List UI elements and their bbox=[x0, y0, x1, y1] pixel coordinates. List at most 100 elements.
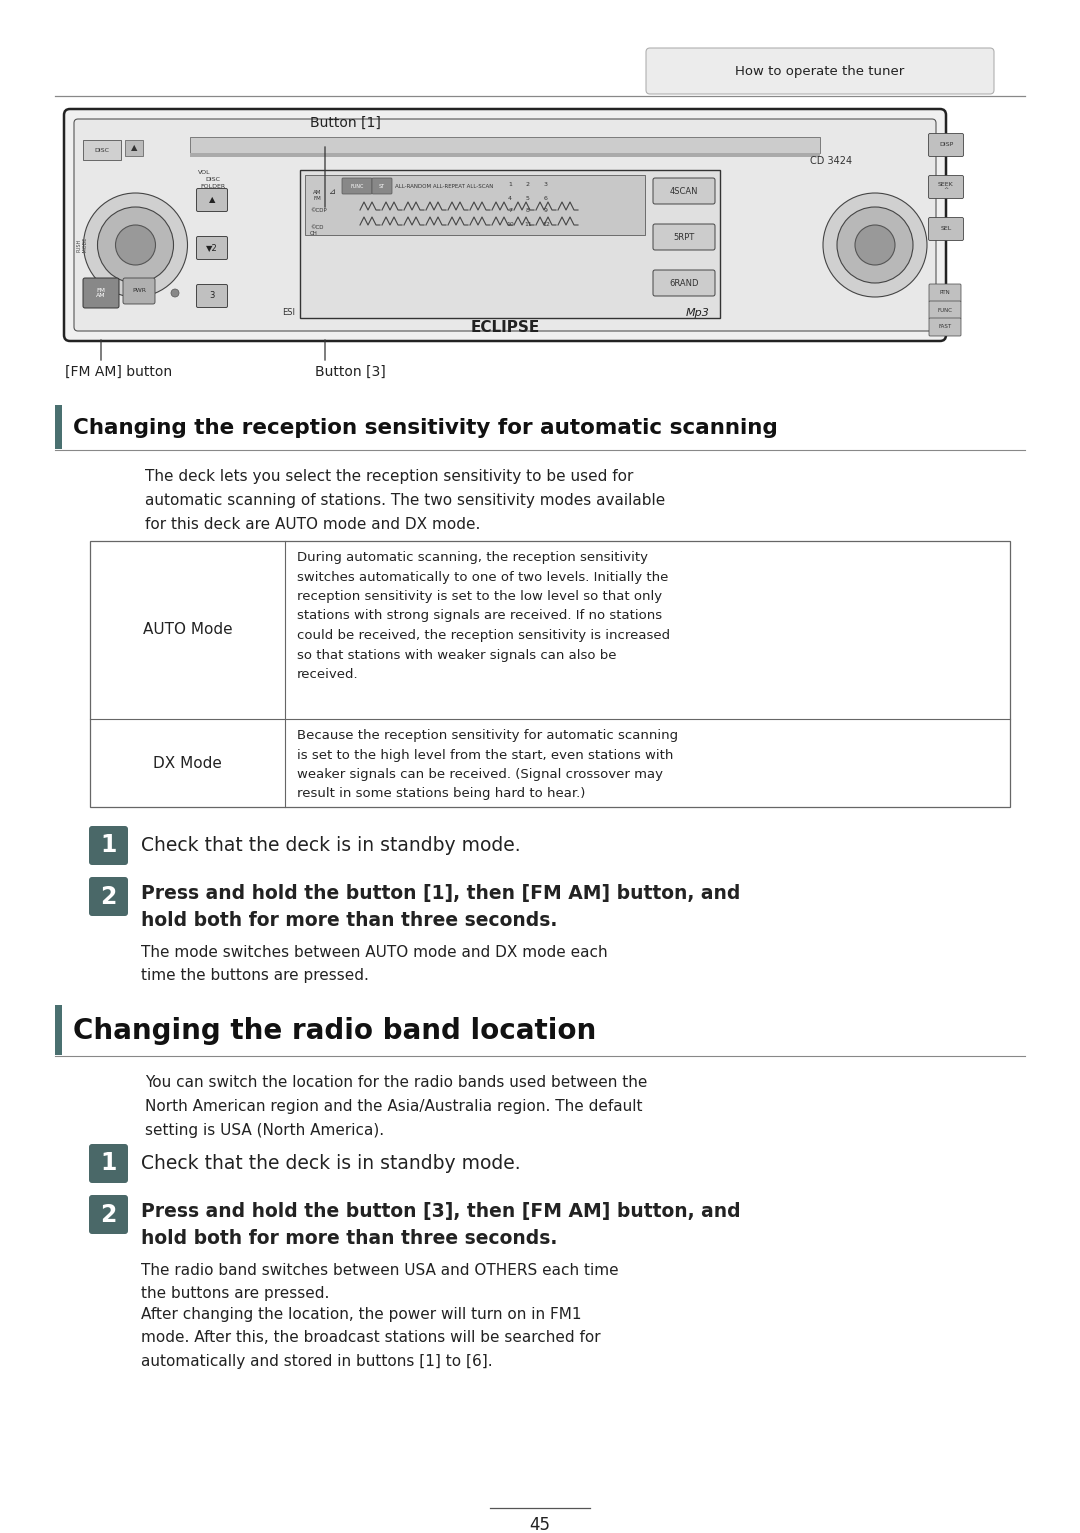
Text: CD 3424: CD 3424 bbox=[810, 156, 852, 166]
Text: 4: 4 bbox=[508, 196, 512, 201]
Text: Check that the deck is in standby mode.: Check that the deck is in standby mode. bbox=[141, 1154, 521, 1173]
Text: FAST: FAST bbox=[939, 325, 951, 330]
Text: Because the reception sensitivity for automatic scanning
is set to the high leve: Because the reception sensitivity for au… bbox=[297, 730, 678, 800]
Text: Changing the radio band location: Changing the radio band location bbox=[73, 1016, 596, 1046]
Text: 4SCAN: 4SCAN bbox=[670, 187, 699, 196]
FancyBboxPatch shape bbox=[372, 178, 392, 195]
Text: FUNC: FUNC bbox=[350, 184, 364, 189]
FancyBboxPatch shape bbox=[197, 236, 228, 259]
Text: Check that the deck is in standby mode.: Check that the deck is in standby mode. bbox=[141, 835, 521, 855]
Bar bbox=[190, 136, 820, 153]
FancyBboxPatch shape bbox=[83, 277, 119, 308]
Text: After changing the location, the power will turn on in FM1
mode. After this, the: After changing the location, the power w… bbox=[141, 1308, 600, 1369]
FancyBboxPatch shape bbox=[342, 178, 372, 195]
FancyBboxPatch shape bbox=[929, 300, 961, 319]
FancyBboxPatch shape bbox=[929, 317, 961, 336]
Text: Press and hold the button [1], then [FM AM] button, and
hold both for more than : Press and hold the button [1], then [FM … bbox=[141, 885, 741, 929]
FancyBboxPatch shape bbox=[89, 877, 129, 917]
Text: 6: 6 bbox=[544, 196, 548, 201]
Circle shape bbox=[97, 207, 174, 284]
Bar bbox=[305, 175, 645, 235]
FancyBboxPatch shape bbox=[197, 189, 228, 212]
Text: ESI: ESI bbox=[282, 308, 295, 317]
Text: PUSH
·MODE: PUSH ·MODE bbox=[77, 236, 87, 253]
Text: 11: 11 bbox=[524, 221, 531, 227]
Text: SEEK
^: SEEK ^ bbox=[939, 182, 954, 192]
Text: ⊿: ⊿ bbox=[329, 187, 336, 196]
FancyBboxPatch shape bbox=[64, 109, 946, 340]
Text: VOL: VOL bbox=[198, 170, 211, 175]
Bar bbox=[55, 1006, 62, 1055]
Bar bbox=[83, 140, 121, 159]
Text: 6RAND: 6RAND bbox=[670, 279, 699, 288]
FancyBboxPatch shape bbox=[653, 178, 715, 204]
Circle shape bbox=[855, 225, 895, 265]
Text: ALL-RANDOM ALL-REPEAT ALL-SCAN: ALL-RANDOM ALL-REPEAT ALL-SCAN bbox=[395, 184, 494, 189]
FancyBboxPatch shape bbox=[653, 270, 715, 296]
Text: 7: 7 bbox=[508, 208, 512, 213]
Text: AM
FM: AM FM bbox=[313, 190, 322, 201]
Text: ▲: ▲ bbox=[131, 144, 137, 152]
Circle shape bbox=[823, 193, 927, 297]
Text: AUTO Mode: AUTO Mode bbox=[143, 622, 232, 638]
Text: 9: 9 bbox=[544, 208, 548, 213]
Text: DX Mode: DX Mode bbox=[153, 756, 221, 771]
Text: 1: 1 bbox=[100, 834, 117, 857]
Text: DISP: DISP bbox=[939, 143, 954, 147]
Circle shape bbox=[171, 290, 179, 297]
Circle shape bbox=[837, 207, 913, 284]
Bar bbox=[125, 140, 143, 156]
FancyBboxPatch shape bbox=[75, 120, 936, 331]
Text: You can switch the location for the radio bands used between the
North American : You can switch the location for the radi… bbox=[145, 1075, 647, 1137]
Text: Changing the reception sensitivity for automatic scanning: Changing the reception sensitivity for a… bbox=[73, 419, 778, 438]
Text: 10: 10 bbox=[507, 221, 514, 227]
FancyBboxPatch shape bbox=[929, 133, 963, 156]
Text: 2: 2 bbox=[100, 1202, 117, 1226]
Text: Button [3]: Button [3] bbox=[315, 365, 386, 379]
Text: 5RPT: 5RPT bbox=[673, 233, 694, 242]
Text: ECLIPSE: ECLIPSE bbox=[471, 319, 540, 334]
Bar bbox=[55, 405, 62, 449]
Circle shape bbox=[83, 193, 188, 297]
FancyBboxPatch shape bbox=[89, 1144, 129, 1183]
Text: PWR: PWR bbox=[132, 288, 146, 293]
Text: ▲: ▲ bbox=[208, 196, 215, 204]
Text: 12: 12 bbox=[542, 221, 550, 227]
Bar bbox=[190, 153, 820, 156]
Text: ▼2: ▼2 bbox=[206, 244, 218, 253]
FancyBboxPatch shape bbox=[929, 284, 961, 302]
Text: DISC
FOLDER: DISC FOLDER bbox=[201, 178, 226, 189]
Text: FUNC: FUNC bbox=[937, 308, 953, 313]
Text: ST: ST bbox=[379, 184, 386, 189]
Text: FM
AM: FM AM bbox=[96, 288, 106, 299]
Circle shape bbox=[116, 225, 156, 265]
FancyBboxPatch shape bbox=[929, 175, 963, 198]
Text: ©CD
CH: ©CD CH bbox=[310, 225, 324, 236]
Text: The deck lets you select the reception sensitivity to be used for
automatic scan: The deck lets you select the reception s… bbox=[145, 469, 665, 532]
FancyBboxPatch shape bbox=[89, 1196, 129, 1234]
Text: Button [1]: Button [1] bbox=[310, 117, 381, 130]
Text: 1: 1 bbox=[100, 1151, 117, 1176]
Text: During automatic scanning, the reception sensitivity
switches automatically to o: During automatic scanning, the reception… bbox=[297, 550, 670, 681]
Text: Press and hold the button [3], then [FM AM] button, and
hold both for more than : Press and hold the button [3], then [FM … bbox=[141, 1202, 741, 1248]
Text: 1: 1 bbox=[508, 182, 512, 187]
Text: ©CDP: ©CDP bbox=[310, 207, 327, 213]
Text: RTN: RTN bbox=[940, 290, 950, 296]
FancyBboxPatch shape bbox=[653, 224, 715, 250]
Text: 2: 2 bbox=[526, 182, 530, 187]
FancyBboxPatch shape bbox=[646, 48, 994, 94]
Text: [FM AM] button: [FM AM] button bbox=[65, 365, 172, 379]
Text: 8: 8 bbox=[526, 208, 530, 213]
Bar bbox=[90, 541, 1010, 806]
Text: SEL: SEL bbox=[941, 227, 951, 231]
Text: The radio band switches between USA and OTHERS each time
the buttons are pressed: The radio band switches between USA and … bbox=[141, 1263, 619, 1302]
Text: 2: 2 bbox=[100, 885, 117, 909]
Text: How to operate the tuner: How to operate the tuner bbox=[735, 64, 905, 78]
Text: 3: 3 bbox=[210, 291, 215, 300]
Text: The mode switches between AUTO mode and DX mode each
time the buttons are presse: The mode switches between AUTO mode and … bbox=[141, 944, 608, 983]
FancyBboxPatch shape bbox=[89, 826, 129, 865]
Text: 3: 3 bbox=[544, 182, 548, 187]
Text: 5: 5 bbox=[526, 196, 530, 201]
Text: 45: 45 bbox=[529, 1516, 551, 1533]
Text: Mp3: Mp3 bbox=[686, 308, 710, 317]
